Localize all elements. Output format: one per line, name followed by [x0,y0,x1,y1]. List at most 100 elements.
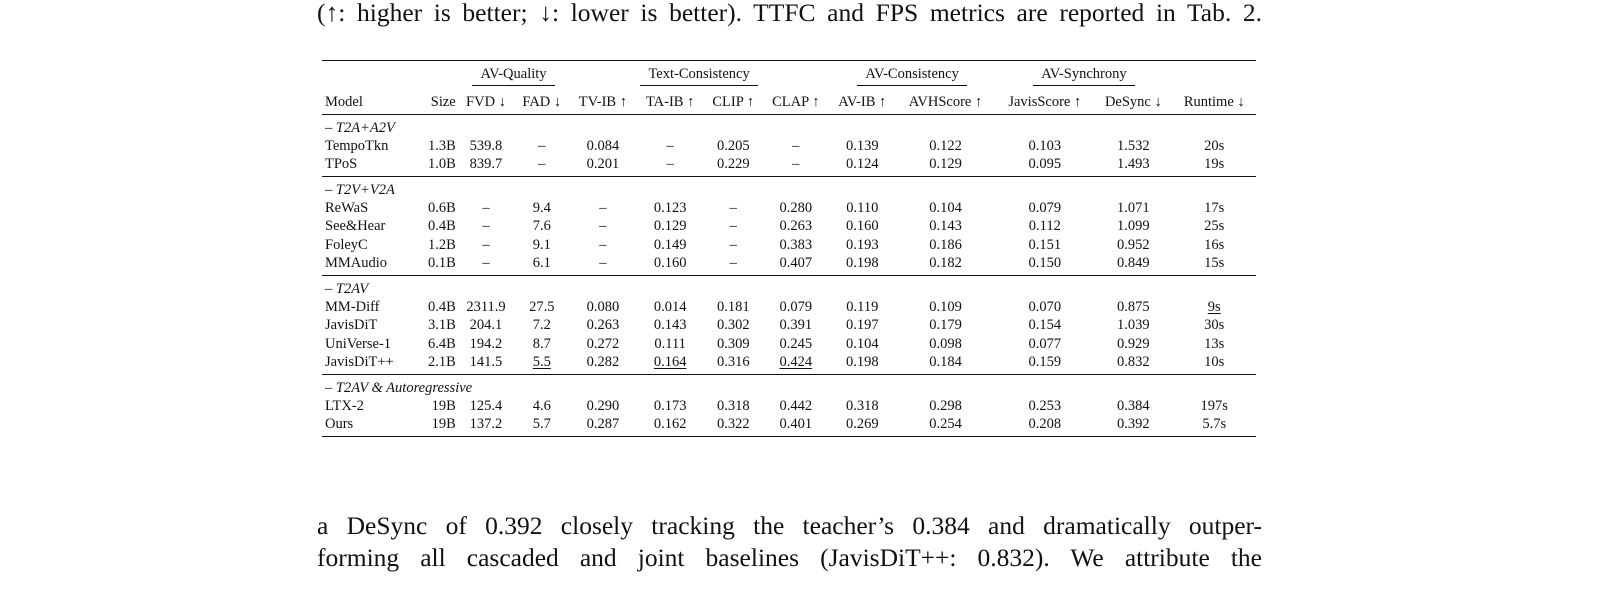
table-cell: 1.3B [427,137,456,154]
table-cell: 137.2 [469,416,503,433]
column-header-javisscore: JavisScore ↑ [995,86,1095,115]
column-header-clip: CLIP ↑ [703,86,763,115]
table-cell: 0.205 [716,137,750,154]
column-header-desync: DeSync ↓ [1094,86,1173,115]
column-header-model: Model [322,86,417,115]
table-cell: – [599,236,607,253]
column-header-ta-ib: TA-IB ↑ [636,86,704,115]
table-cell: 0.6B [427,199,456,216]
table-cell: – [482,218,490,235]
table-cell: 1.2B [427,236,456,253]
table-cell: – [729,218,737,235]
table-cell: – [729,255,737,272]
table-cell: 0.154 [1028,317,1062,334]
section-title: – T2V+V2A [322,176,1256,199]
table-cell: 17s [1204,199,1225,216]
table-row: See&Hear 0.4B – 7.6 – 0.129 – 0.263 0.160 0.143 0.… [322,218,1256,237]
table-cell: 0.095 [1028,156,1062,173]
column-header-clap: CLAP ↑ [762,86,829,115]
table-cell: 1.493 [1117,156,1150,173]
table-cell: 25s [1204,218,1225,235]
table-cell: 0.263 [586,317,620,334]
table-cell: 0.080 [586,298,620,315]
table-row: TempoTkn 1.3B 539.8 – 0.084 – 0.205 – 0.139 0.122… [322,137,1256,156]
table-cell: 0.4B [427,218,456,235]
section-header-row: – T2AV [322,275,1256,298]
table-cell: 0.184 [929,354,962,371]
table-cell: – [538,156,546,173]
table-cell: 0.173 [653,397,687,414]
table-cell: 0.149 [653,236,687,253]
table-cell: 0.832 [1117,354,1150,371]
column-header-fad: FAD ↓ [514,86,570,115]
table-caption: (↑: higher is better; ↓: lower is better… [317,0,1262,27]
table-cell: – [729,236,737,253]
table-cell: 0.179 [929,317,962,334]
table-cell: 197s [1200,397,1228,414]
table-cell: 0.280 [779,199,813,216]
table-cell: – [729,199,737,216]
table-cell: – [482,199,490,216]
table-cell: 0.952 [1117,236,1150,253]
table-cell: 1.099 [1117,218,1150,235]
group-header-text-consistency: Text-Consistency [569,61,829,86]
table-cell: – [666,156,674,173]
table-cell: – [482,236,490,253]
section-title: – T2AV [322,275,1256,298]
model-name-cell: Ours [325,416,354,433]
table-cell: 0.014 [653,298,687,315]
group-header-row: AV-Quality Text-Consistency AV-Consisten… [322,61,1256,86]
table-cell: 0.392 [1117,416,1150,433]
table-cell: 0.182 [929,255,962,272]
table-cell: 0.181 [716,298,750,315]
table-cell: – [538,137,546,154]
table-cell: 0.160 [845,218,879,235]
table-cell: 0.401 [779,416,813,433]
table-cell: 19B [431,397,456,414]
model-name-cell: TempoTkn [325,137,389,154]
table-cell: 0.263 [779,218,813,235]
table-cell: 6.1 [532,255,551,272]
table-cell: 839.7 [469,156,503,173]
table-cell: 0.254 [929,416,962,433]
table-cell: 0.070 [1028,298,1062,315]
table-cell: 0.123 [653,199,687,216]
table-cell: 0.272 [586,335,620,352]
column-header-tv-ib: TV-IB ↑ [569,86,637,115]
section-header-row: – T2AV & Autoregressive [322,374,1256,397]
model-name-cell: ReWaS [325,199,369,216]
table-cell: 0.318 [716,397,750,414]
table-cell: 0.112 [1028,218,1061,235]
table-cell: 8.7 [532,335,551,352]
table-cell: 0.298 [929,397,962,414]
table-cell: 5.7 [532,416,551,433]
table-cell: 5.7s [1202,416,1227,433]
table-cell: 0.1B [427,255,456,272]
table-cell: 0.104 [929,199,962,216]
body-text-line: forming all cascaded and joint baselines… [317,543,1262,572]
table-cell: 0.849 [1117,255,1150,272]
table-row: FoleyC 1.2B – 9.1 – 0.149 – 0.383 0.193 0.186 0.15… [322,236,1256,255]
model-name-cell: MM-Diff [325,298,380,315]
table-cell: 0.150 [1028,255,1062,272]
table-cell: – [599,218,607,235]
table-cell: 0.287 [586,416,620,433]
table-cell: 0.245 [779,335,813,352]
table-cell: 0.229 [716,156,750,173]
column-header-row: Model Size FVD ↓ FAD ↓ TV-IB ↑ TA-IB ↑ C… [322,86,1256,115]
table-cell: 30s [1204,317,1225,334]
table-row: ReWaS 0.6B – 9.4 – 0.123 – 0.280 0.110 0.104 0.079… [322,199,1256,218]
table-cell: 19B [431,416,456,433]
group-header-av-consistency: AV-Consistency [829,61,995,86]
table-cell: 0.198 [845,354,879,371]
results-table: AV-Quality Text-Consistency AV-Consisten… [322,60,1256,437]
column-header-runtime: Runtime ↓ [1172,86,1256,115]
table-cell: 27.5 [529,298,555,315]
table-cell: – [599,255,607,272]
table-cell: 0.269 [845,416,879,433]
table-cell: 7.6 [532,218,551,235]
table-cell: 0.098 [929,335,962,352]
table-cell: 0.384 [1117,397,1150,414]
table-cell: 13s [1204,335,1225,352]
table-cell: 0.253 [1028,397,1062,414]
